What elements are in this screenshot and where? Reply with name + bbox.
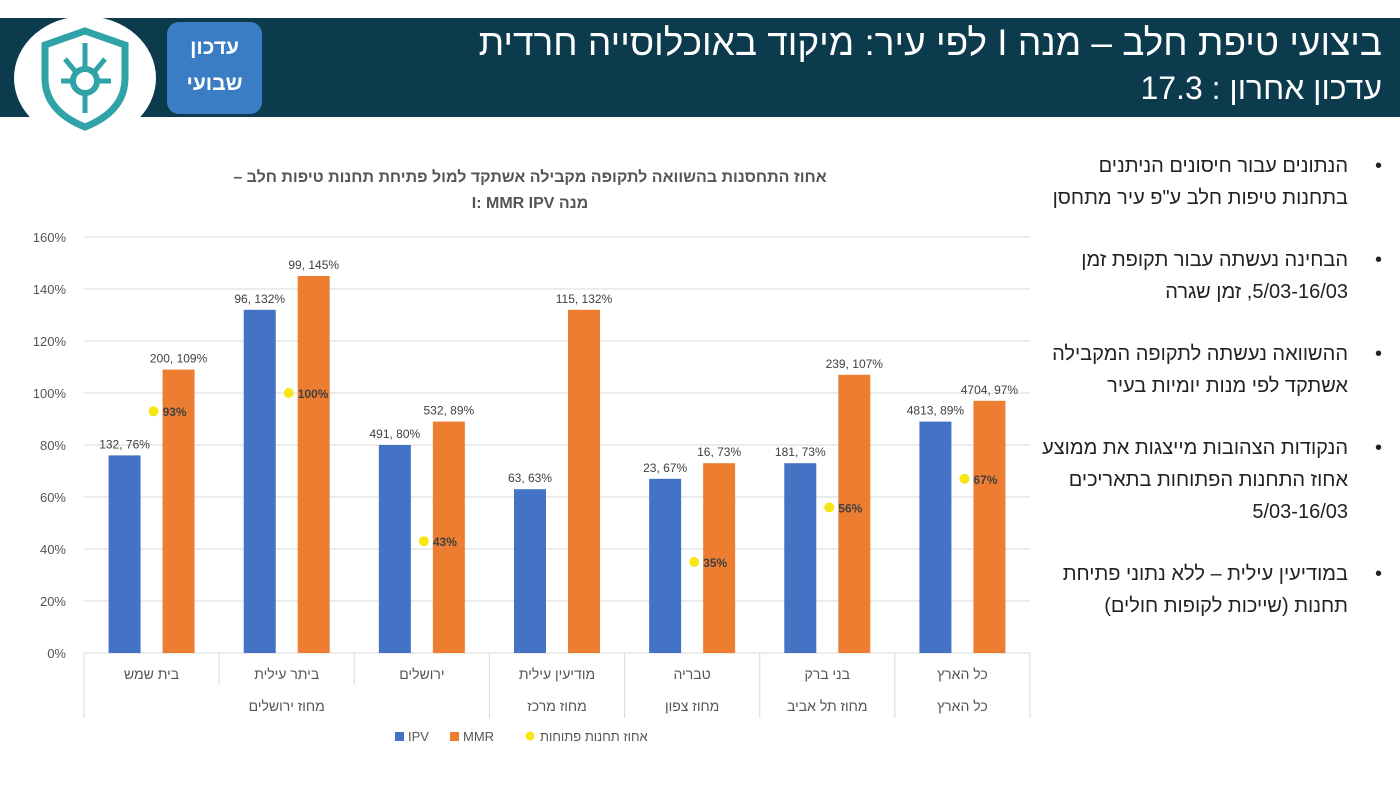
ipv-bar: [649, 478, 682, 653]
x-tick-label: מודיעין עילית: [519, 666, 595, 682]
x-tick-label: ירושלים: [399, 666, 444, 682]
note-item: הנתונים עבור חיסונים הניתנים בתחנות טיפו…: [1040, 150, 1388, 214]
mmr-bar: [838, 374, 871, 653]
legend-mmr-swatch: [450, 732, 459, 741]
open-stations-data-label: 93%: [163, 405, 187, 419]
bar-chart: אחוז התחסנות בהשוואה לתקופה מקבילה אשתקד…: [33, 168, 1031, 744]
x-tick-label: טבריה: [674, 666, 711, 682]
legend-open-stations-label: אחוז תחנות פתוחות: [540, 729, 648, 744]
open-stations-data-label: 35%: [703, 556, 727, 570]
y-tick-label: 40%: [40, 542, 66, 557]
mmr-data-label: 99, 145%: [288, 258, 339, 272]
ipv-bar: [919, 421, 952, 653]
y-tick-label: 100%: [33, 386, 67, 401]
x-tick-label: כל הארץ: [937, 666, 988, 682]
x-group-label: מחוז תל אביב: [787, 698, 867, 714]
mmr-data-label: 4704, 97%: [961, 383, 1019, 397]
y-tick-label: 80%: [40, 438, 66, 453]
mmr-data-label: 239, 107%: [826, 357, 884, 371]
open-stations-data-label: 67%: [973, 473, 997, 487]
ipv-data-label: 96, 132%: [234, 292, 285, 306]
mmr-bar: [568, 309, 600, 653]
mmr-data-label: 200, 109%: [150, 352, 208, 366]
note-item: הנקודות הצהובות מייצגות את ממוצע אחוז הת…: [1040, 432, 1388, 528]
x-tick-label: ביתר עילית: [254, 666, 319, 682]
x-tick-label: בני ברק: [805, 666, 850, 682]
y-tick-label: 140%: [33, 282, 67, 297]
ipv-bar: [378, 445, 411, 653]
note-item: הבחינה נעשתה עבור תקופת זמן 5/03-16/03, …: [1040, 244, 1388, 308]
mmr-bar: [432, 421, 465, 653]
ipv-bar: [514, 489, 546, 653]
chart-title-line-1: אחוז התחסנות בהשוואה לתקופה מקבילה אשתקד…: [233, 168, 826, 186]
chart-title-line-2: מנה I: MMR IPV: [472, 195, 588, 212]
mmr-data-label: 532, 89%: [423, 404, 474, 418]
y-tick-label: 20%: [40, 594, 66, 609]
badge-line-2: שבועי: [186, 72, 243, 95]
ipv-bar: [243, 309, 276, 653]
open-stations-point: [283, 388, 294, 398]
ipv-bar: [108, 455, 141, 653]
ipv-data-label: 23, 67%: [643, 461, 687, 475]
note-item: במודיעין עילית – ללא נתוני פתיחת תחנות (…: [1040, 558, 1388, 622]
x-group-label: מחוז מרכז: [527, 698, 586, 714]
open-stations-point: [824, 502, 835, 513]
mmr-bar: [297, 276, 330, 653]
note-item: ההשוואה נעשתה לתקופה המקבילה אשתקד לפי מ…: [1040, 338, 1388, 402]
legend-open-stations-swatch: [525, 731, 535, 741]
mmr-data-label: 16, 73%: [697, 445, 741, 459]
legend-ipv-label: IPV: [408, 729, 429, 744]
mmr-bar: [162, 369, 195, 653]
legend-ipv-swatch: [395, 732, 404, 741]
ipv-bar: [784, 463, 817, 653]
legend-mmr-label: MMR: [463, 729, 494, 744]
ipv-data-label: 4813, 89%: [907, 404, 965, 418]
page-subtitle: עדכון אחרון : 17.3: [1140, 70, 1382, 106]
open-stations-data-label: 100%: [298, 387, 329, 401]
y-tick-label: 120%: [33, 334, 67, 349]
badge-line-1: עדכון: [190, 36, 239, 59]
open-stations-data-label: 56%: [838, 501, 862, 515]
x-tick-label: בית שמש: [124, 666, 179, 682]
mmr-data-label: 115, 132%: [556, 292, 613, 306]
y-tick-label: 0%: [47, 646, 66, 661]
mmr-bar: [973, 400, 1006, 653]
y-tick-label: 60%: [40, 490, 66, 505]
x-group-label: מחוז ירושלים: [249, 698, 325, 714]
open-stations-point: [148, 406, 159, 417]
page-title: ביצועי טיפת חלב – מנה I לפי עיר: מיקוד ב…: [478, 22, 1382, 63]
shield-circuit-icon: [14, 16, 156, 140]
open-stations-data-label: 43%: [433, 535, 457, 549]
ipv-data-label: 132, 76%: [99, 437, 150, 451]
weekly-update-badge: עדכון שבועי: [167, 22, 262, 114]
open-stations-point: [689, 557, 700, 567]
open-stations-point: [418, 536, 429, 547]
x-group-label: מחוז צפון: [665, 698, 719, 714]
ipv-data-label: 63, 63%: [508, 471, 552, 485]
x-group-label: כל הארץ: [937, 698, 988, 714]
open-stations-point: [959, 473, 970, 484]
notes-list: הנתונים עבור חיסונים הניתנים בתחנות טיפו…: [1040, 150, 1388, 652]
y-tick-label: 160%: [33, 230, 67, 245]
mmr-bar: [703, 463, 736, 653]
ipv-data-label: 491, 80%: [369, 427, 420, 441]
ipv-data-label: 181, 73%: [775, 445, 826, 459]
